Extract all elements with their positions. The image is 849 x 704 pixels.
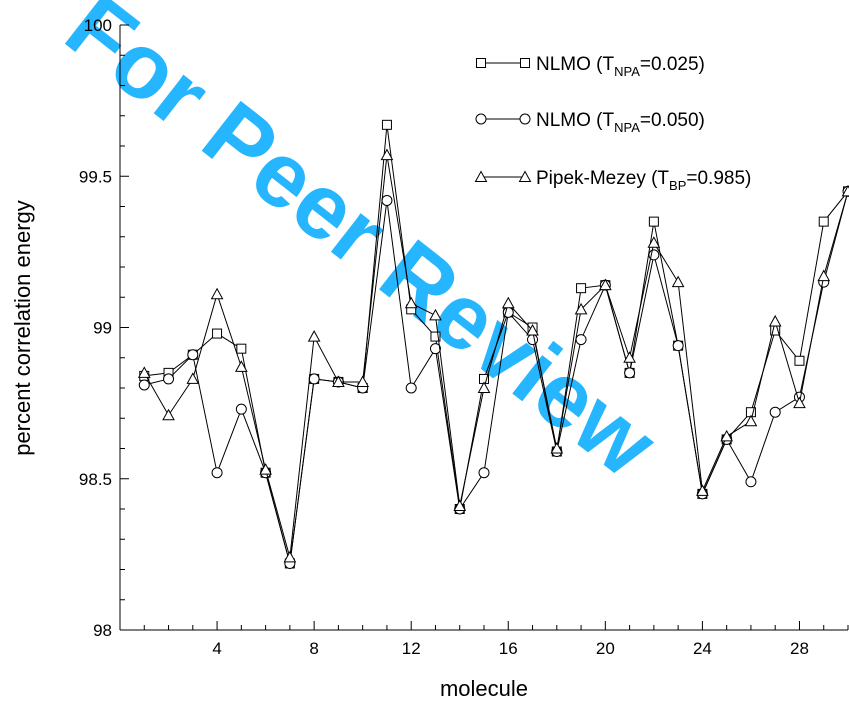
data-point-triangle (453, 499, 467, 511)
legend-marker (475, 113, 487, 125)
data-point-triangle (210, 287, 224, 300)
y-tick-label: 100 (84, 16, 112, 35)
legend-marker (518, 170, 532, 182)
axes: 98 98.5 99 99.5 100 4 8 12 16 20 24 28 (79, 16, 849, 658)
x-tick-label: 4 (212, 639, 221, 658)
data-point-triangle (332, 375, 345, 387)
data-point-triangle (550, 441, 564, 454)
data-point-square (576, 283, 587, 294)
data-point-circle (211, 467, 223, 479)
data-point-triangle (501, 296, 515, 309)
data-point-circle (235, 403, 247, 415)
legend-item: NLMO (TNPA=0.050) (475, 110, 705, 135)
data-point-circle (745, 476, 757, 488)
legend-label: NLMO (TNPA=0.050) (536, 110, 705, 135)
legend-label: Pipek-Mezey (TBP=0.985) (536, 168, 751, 193)
y-tick-label: 99.5 (79, 167, 112, 186)
data-point-square (818, 216, 829, 227)
data-point-triangle (793, 396, 806, 409)
data-point-triangle (259, 463, 272, 475)
x-tick-label: 16 (499, 639, 518, 658)
data-point-triangle (429, 308, 442, 321)
x-tick-label: 24 (693, 639, 712, 658)
y-tick-label: 98.5 (79, 470, 112, 489)
legend-item: Pipek-Mezey (TBP=0.985) (474, 168, 751, 193)
y-tick-label: 98 (93, 621, 112, 640)
x-tick-label: 28 (790, 639, 809, 658)
data-point-square (648, 216, 659, 227)
data-point-triangle (817, 269, 831, 282)
data-point-triangle (526, 323, 539, 336)
data-point-triangle (671, 275, 685, 288)
legend-marker (476, 58, 486, 68)
data-point-circle (308, 373, 320, 385)
data-point-triangle (598, 278, 612, 291)
data-point-triangle (477, 381, 491, 393)
data-point-triangle (356, 375, 370, 387)
data-point-triangle (234, 360, 248, 372)
data-point-circle (429, 343, 441, 355)
series-triangle (137, 148, 849, 563)
series-layer (137, 119, 849, 569)
data-point-triangle (720, 429, 734, 442)
data-point-circle (575, 334, 587, 346)
data-point-triangle (623, 351, 636, 363)
data-point-square (430, 331, 441, 342)
data-point-circle (672, 340, 684, 352)
data-point-square (794, 355, 805, 366)
y-axis-title: percent correlation energy (10, 200, 35, 456)
x-tick-label: 8 (309, 639, 318, 658)
data-point-triangle (307, 330, 321, 342)
data-point-circle (138, 379, 150, 391)
legend: NLMO (TNPA=0.025) NLMO (TNPA=0.050) Pipek-… (474, 54, 751, 193)
data-point-circle (527, 334, 539, 346)
x-tick-label: 20 (596, 639, 615, 658)
data-point-triangle (283, 550, 297, 563)
data-point-circle (624, 367, 636, 379)
data-point-triangle (186, 372, 200, 384)
data-point-triangle (744, 414, 758, 427)
data-point-circle (405, 382, 417, 394)
data-point-triangle (574, 302, 588, 315)
x-tick-label: 12 (402, 639, 421, 658)
data-point-triangle (404, 296, 418, 309)
legend-marker (520, 58, 530, 68)
series-line (143, 154, 849, 558)
y-tick-label: 99 (93, 319, 112, 338)
data-point-circle (478, 467, 490, 479)
data-point-triangle (841, 184, 849, 197)
data-point-square (236, 343, 247, 354)
data-point-triangle (162, 408, 175, 421)
legend-marker (519, 113, 531, 125)
data-point-circle (381, 194, 393, 206)
data-point-circle (163, 373, 175, 385)
x-axis-title: molecule (440, 676, 528, 701)
data-point-triangle (696, 484, 709, 496)
legend-marker (474, 170, 488, 182)
legend-label: NLMO (TNPA=0.025) (536, 54, 705, 79)
data-point-square (381, 119, 392, 130)
series-line (144, 191, 849, 564)
data-point-triangle (768, 314, 782, 327)
data-point-square (212, 328, 223, 339)
data-point-triangle (137, 366, 151, 378)
data-point-triangle (380, 148, 394, 161)
data-point-triangle (647, 236, 661, 248)
data-point-circle (769, 406, 781, 418)
data-point-circle (187, 349, 199, 361)
legend-item: NLMO (TNPA=0.025) (476, 54, 705, 79)
